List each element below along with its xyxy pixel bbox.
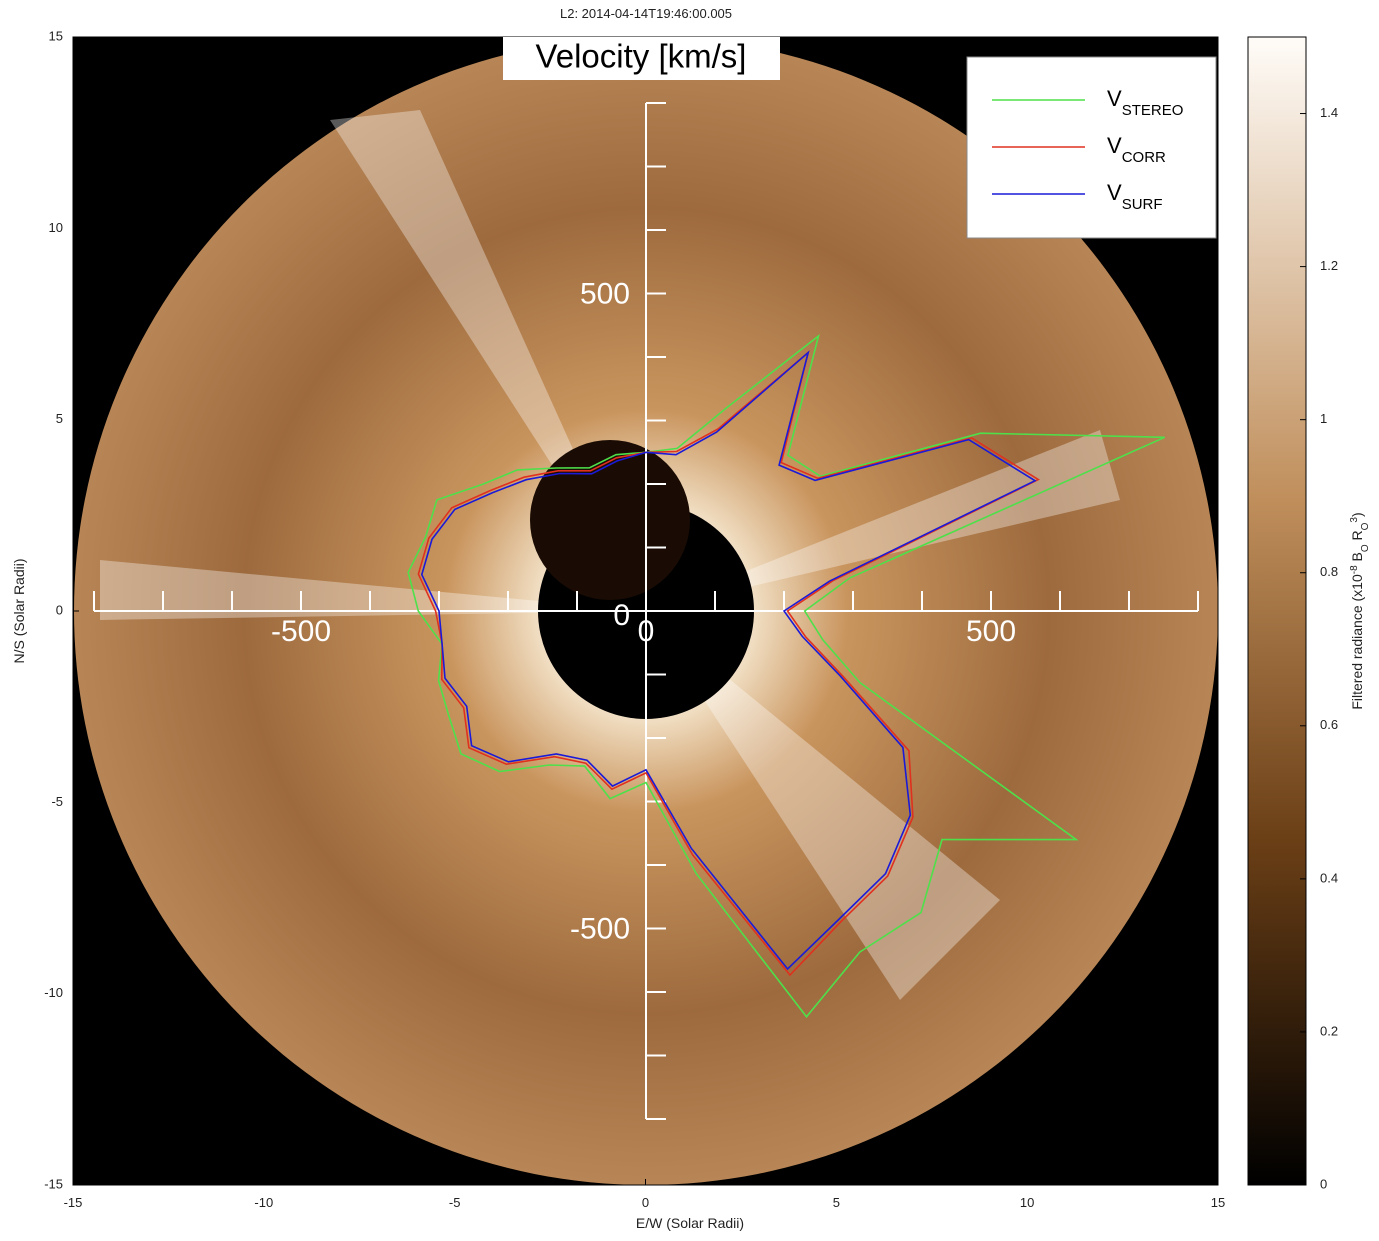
legend-label: VSTEREO	[1107, 86, 1183, 119]
x-tick-label: -10	[254, 1195, 273, 1210]
colorbar-tick-label: 1	[1320, 411, 1327, 426]
x-axis-label: E/W (Solar Radii)	[636, 1215, 744, 1231]
legend-subscript: CORR	[1122, 149, 1166, 166]
legend-subscript: SURF	[1122, 196, 1163, 213]
x-tick-label: 10	[1020, 1195, 1034, 1210]
legend-name: V	[1107, 86, 1122, 111]
x-tick-label: 5	[833, 1195, 840, 1210]
colorbar-tick-label: 0.6	[1320, 717, 1338, 732]
occulter-pylon	[530, 440, 690, 600]
velocity-y-tick-label: -500	[570, 912, 630, 945]
colorbar-tick-label: 0.8	[1320, 564, 1338, 579]
title-box	[503, 37, 780, 80]
header: L2: 2014-04-14T19:46:00.005	[560, 6, 732, 21]
colorbar-tick-label: 1.2	[1320, 258, 1338, 273]
colorbar-label-part: O	[1360, 544, 1371, 552]
colorbar-label-part: Filtered radiance (x10	[1349, 574, 1365, 710]
x-tick-label: 0	[642, 1195, 649, 1210]
y-tick-label: -15	[44, 1176, 63, 1191]
colorbar-tick-label: 0	[1320, 1176, 1327, 1191]
y-tick-label: 15	[49, 28, 63, 43]
velocity-curve	[407, 333, 1166, 1019]
colorbar-label-part: R	[1349, 530, 1365, 544]
legend-name: V	[1107, 180, 1122, 205]
x-tick-label: 15	[1211, 1195, 1225, 1210]
colorbar-label-part: O	[1360, 522, 1371, 530]
velocity-curve	[420, 350, 1037, 971]
colorbar-label-part: 3	[1349, 517, 1360, 523]
colorbar-label-part: B	[1349, 552, 1365, 565]
y-tick-label: 10	[49, 220, 63, 235]
colorbar-tick-label: 1.4	[1320, 105, 1338, 120]
colorbar-tick-label: 0.2	[1320, 1023, 1338, 1038]
colorbar-label-part: )	[1349, 512, 1365, 517]
y-axis-label: N/S (Solar Radii)	[11, 558, 27, 663]
y-tick-label: 0	[56, 602, 63, 617]
y-tick-label: 5	[56, 411, 63, 426]
legend-name: V	[1107, 133, 1122, 158]
x-tick-label: -15	[64, 1195, 83, 1210]
colorbar-tick-label: 0.4	[1320, 870, 1338, 885]
legend-label: VCORR	[1107, 133, 1166, 166]
velocity-x-tick-label: -500	[271, 615, 331, 648]
legend-subscript: STEREO	[1122, 102, 1184, 119]
colorbar-label-part: -8	[1349, 565, 1360, 574]
y-tick-label: -10	[44, 985, 63, 1000]
velocity-y-tick-label: 0	[613, 599, 630, 632]
colorbar-label: Filtered radiance (x10-8 BO RO3)	[1349, 512, 1371, 709]
colorbar	[1247, 36, 1307, 1186]
velocity-x-tick-label: 500	[966, 615, 1016, 648]
legend-label: VSURF	[1107, 180, 1163, 213]
title: Velocity [km/s]	[536, 38, 747, 75]
x-tick-label: -5	[449, 1195, 461, 1210]
y-tick-label: -5	[51, 794, 63, 809]
velocity-y-tick-label: 500	[580, 277, 630, 310]
velocity-x-tick-label: 0	[638, 615, 655, 648]
